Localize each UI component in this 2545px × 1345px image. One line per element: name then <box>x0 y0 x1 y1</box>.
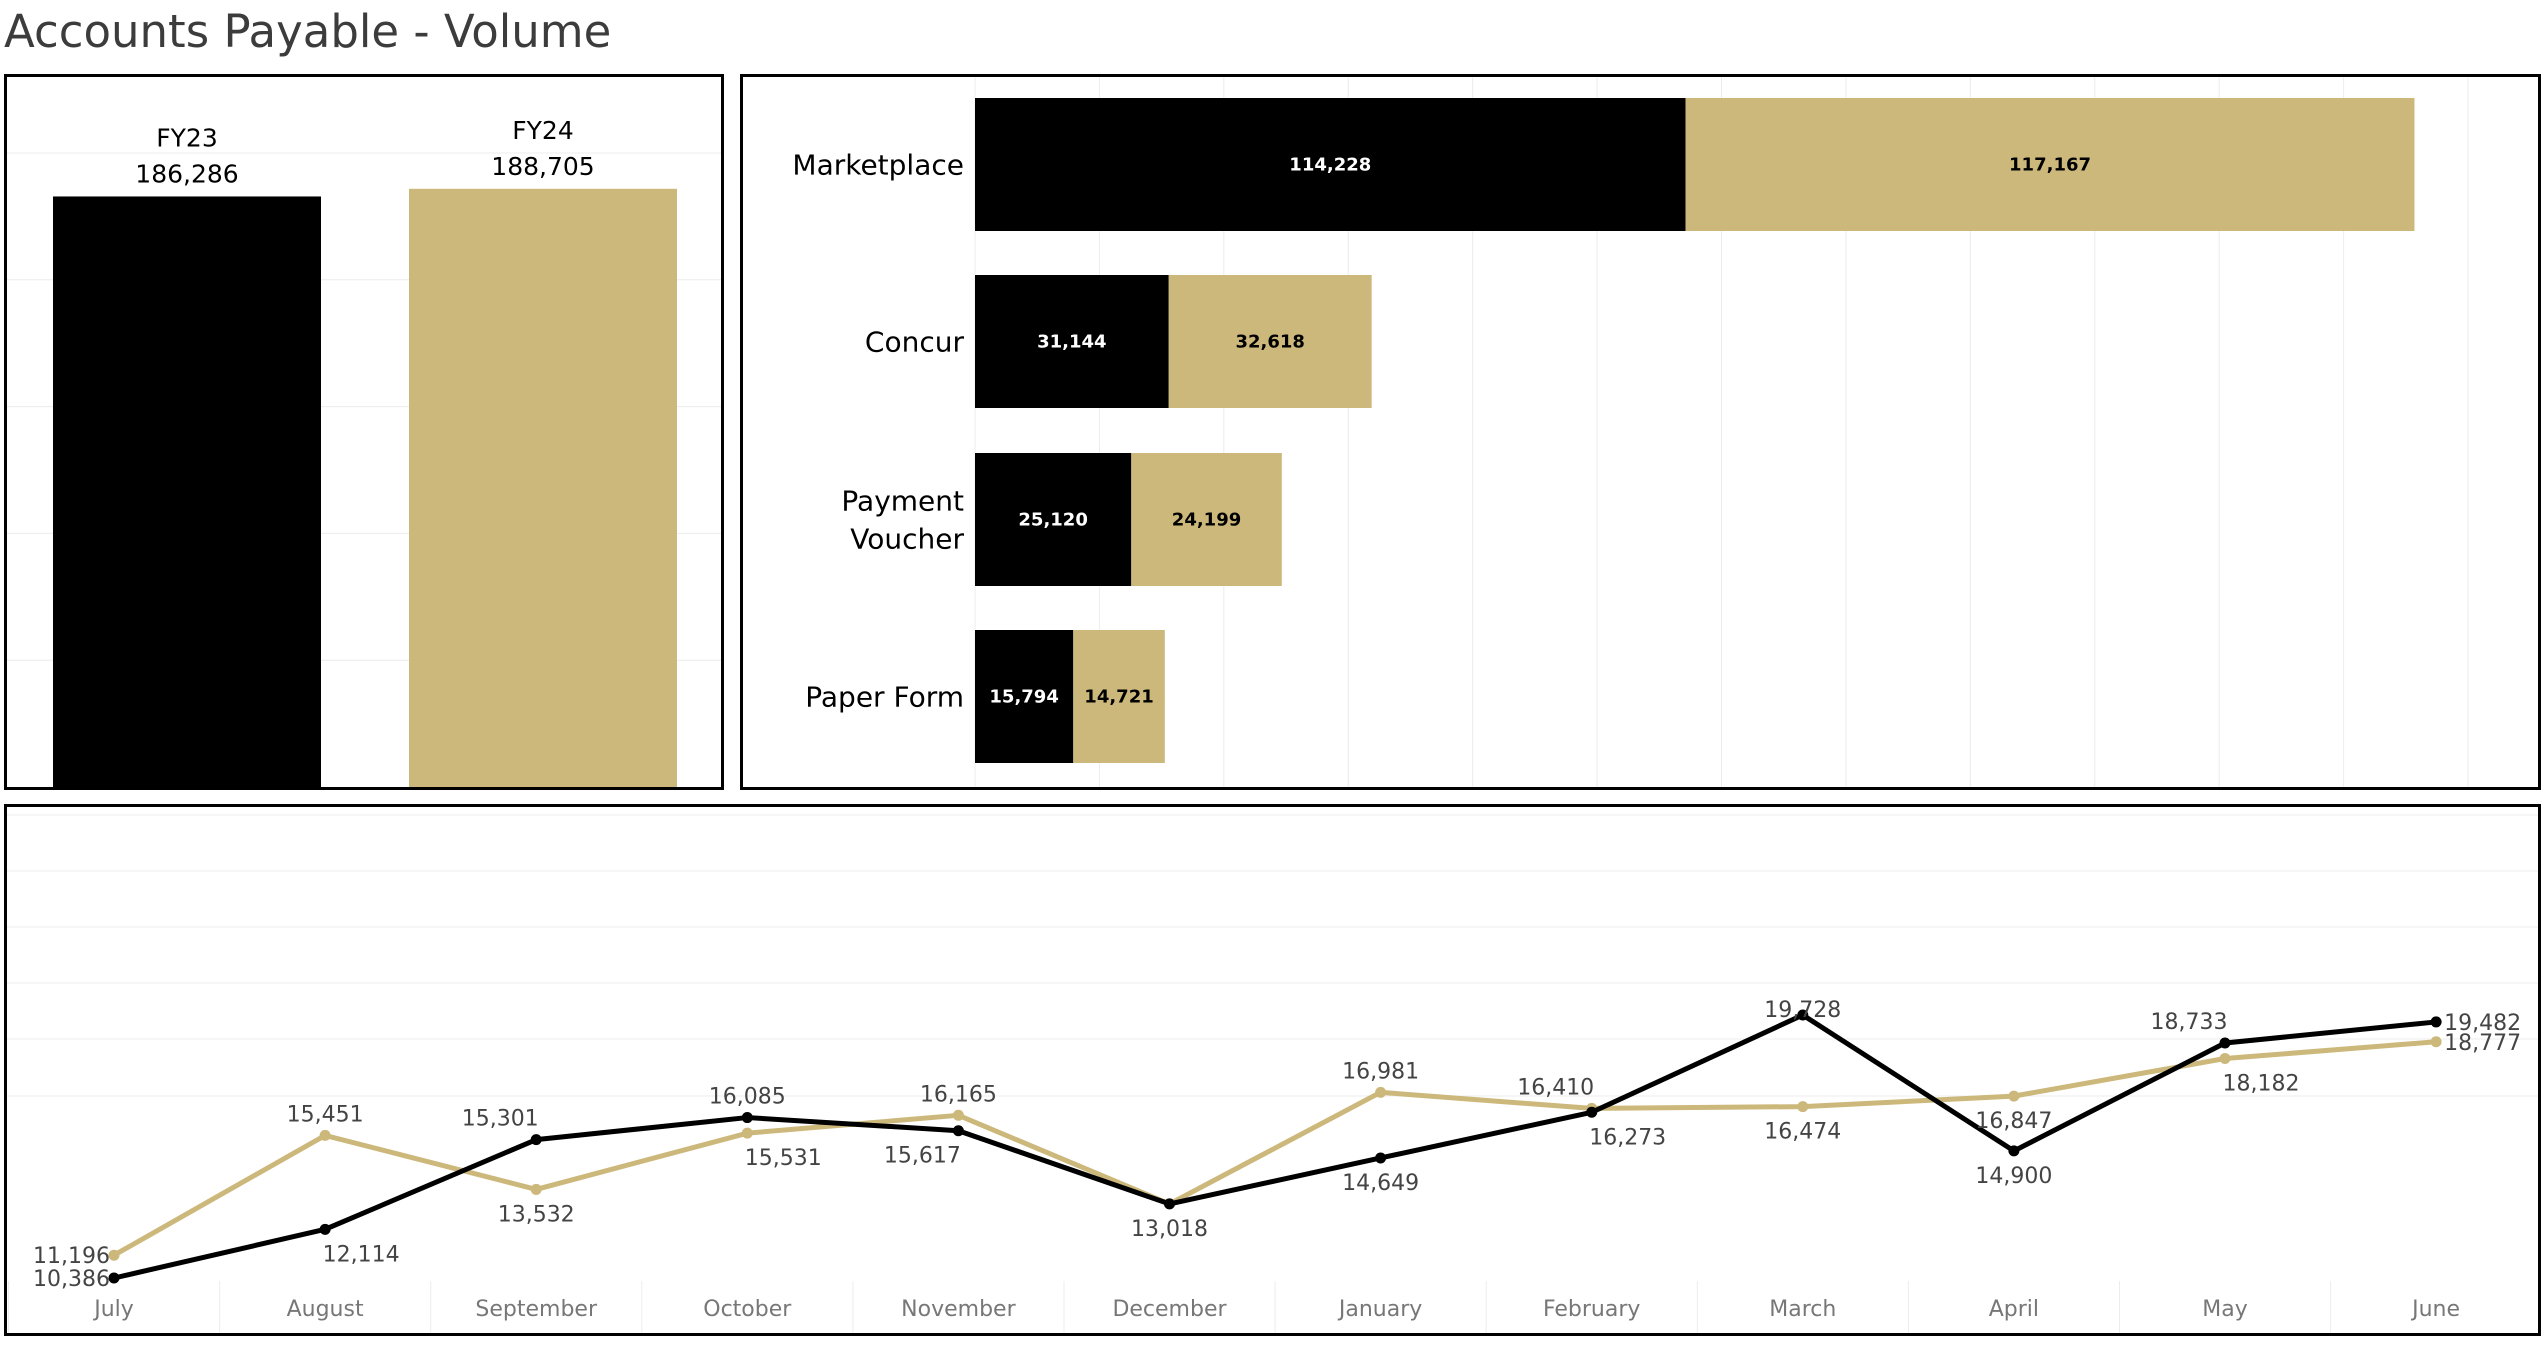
series-line <box>112 1039 2437 1258</box>
data-label: 16,981 <box>1342 1059 1419 1084</box>
data-point <box>1164 1198 1175 1210</box>
bar-segment <box>1131 453 1282 586</box>
bar-value-label: 15,794 <box>989 687 1058 708</box>
data-label: 12,114 <box>323 1242 400 1267</box>
x-tick-label: June <box>2410 1297 2460 1322</box>
data-label: 18,733 <box>2151 1010 2228 1035</box>
data-point <box>2219 1053 2231 1065</box>
data-point <box>530 1134 542 1146</box>
data-point <box>952 1125 964 1137</box>
x-tick-label: March <box>1769 1297 1836 1322</box>
x-tick-label: November <box>901 1297 1016 1322</box>
data-point <box>2008 1145 2020 1157</box>
category-label: Payment <box>841 485 964 518</box>
data-point <box>952 1109 964 1121</box>
category-label: Paper Form <box>805 681 964 714</box>
x-tick-label: April <box>1989 1297 2039 1322</box>
data-label: 16,273 <box>1589 1125 1666 1150</box>
bar-segment <box>975 630 1074 763</box>
data-label: 18,777 <box>2444 1031 2521 1056</box>
bar-value-label: 31,144 <box>1037 332 1106 353</box>
x-tick-label: December <box>1112 1297 1227 1322</box>
channel-volume-chart: 114,228 117,167 Marketplace 31,144 32,618 Con… <box>792 77 2469 787</box>
x-tick-label: October <box>703 1297 792 1322</box>
bar-segment <box>975 98 1686 231</box>
x-tick-label: July <box>92 1297 134 1322</box>
bar-value-label: 14,721 <box>1084 687 1153 708</box>
x-tick-label: May <box>2202 1297 2247 1322</box>
data-point <box>741 1112 753 1124</box>
data-label: 16,847 <box>1975 1109 2052 1134</box>
channel-volume-panel: 114,228 117,167 Marketplace 31,144 32,618 Con… <box>740 74 2541 790</box>
data-label: 19,482 <box>2444 1011 2521 1036</box>
bar-segment <box>1685 98 2415 231</box>
value-label: 188,705 <box>491 152 594 181</box>
monthly-volume-panel: July August September October November Decemb… <box>4 804 2541 1336</box>
data-label: 15,617 <box>884 1144 961 1169</box>
data-label: 18,182 <box>2223 1072 2300 1097</box>
bar-segment <box>1168 275 1372 408</box>
total-volume-chart: FY23 186,286 FY24 188,705 <box>7 116 721 787</box>
bar-value-label: 25,120 <box>1018 510 1087 531</box>
monthly-volume-chart: July August September October November Decemb… <box>7 814 2538 1333</box>
data-point <box>319 1129 331 1141</box>
data-label: 11,196 <box>33 1244 110 1269</box>
data-label: 13,018 <box>1131 1217 1208 1242</box>
data-label: 16,474 <box>1764 1120 1841 1145</box>
bar-value-label: 117,167 <box>2009 155 2091 176</box>
data-label: 16,410 <box>1517 1075 1594 1100</box>
data-point <box>319 1223 331 1235</box>
page-title: Accounts Payable - Volume <box>4 5 612 58</box>
data-label: 15,531 <box>745 1146 822 1171</box>
bar-fy24 <box>409 188 677 787</box>
data-point <box>2430 1036 2442 1048</box>
total-volume-panel: FY23 186,286 FY24 188,705 <box>4 74 724 790</box>
data-label: 10,386 <box>33 1267 110 1292</box>
data-point <box>1375 1086 1387 1098</box>
category-label: FY24 <box>512 116 573 145</box>
bar-segment <box>1073 630 1165 763</box>
data-label: 14,649 <box>1342 1171 1419 1196</box>
bar-segment <box>975 453 1132 586</box>
data-point <box>1797 1101 1809 1113</box>
bar-value-label: 32,618 <box>1235 332 1304 353</box>
x-tick-label: February <box>1543 1297 1641 1322</box>
value-label: 186,286 <box>135 159 238 188</box>
data-label: 15,451 <box>287 1102 364 1127</box>
x-tick-label: August <box>287 1297 364 1322</box>
data-label: 19,728 <box>1764 998 1841 1023</box>
data-label: 13,532 <box>498 1202 575 1227</box>
category-label: Voucher <box>850 523 964 556</box>
bar-value-label: 24,199 <box>1172 510 1241 531</box>
category-label: Marketplace <box>792 149 964 182</box>
bar-fy23 <box>53 196 321 787</box>
data-label: 16,085 <box>709 1085 786 1110</box>
x-tick-label: September <box>475 1297 598 1322</box>
data-label: 15,301 <box>462 1107 539 1132</box>
data-label: 16,165 <box>920 1082 997 1107</box>
data-point <box>2008 1090 2020 1102</box>
data-point <box>741 1127 753 1139</box>
data-point <box>2430 1016 2442 1028</box>
data-point <box>108 1249 120 1261</box>
bar-value-label: 114,228 <box>1289 155 1371 176</box>
x-tick-label: January <box>1337 1297 1422 1322</box>
data-point <box>108 1272 120 1284</box>
data-point <box>1586 1106 1598 1118</box>
data-point <box>2219 1037 2231 1049</box>
bar-segment <box>975 275 1169 408</box>
series-line <box>113 1012 2437 1281</box>
data-point <box>530 1183 542 1195</box>
data-label: 14,900 <box>1975 1164 2052 1189</box>
category-label: Concur <box>865 326 965 359</box>
category-label: FY23 <box>156 123 217 152</box>
data-point <box>1797 1009 1809 1021</box>
data-point <box>1375 1152 1387 1164</box>
